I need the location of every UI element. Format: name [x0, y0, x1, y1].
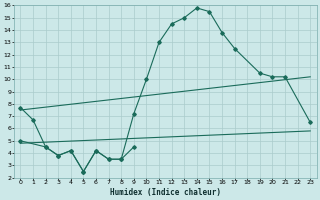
X-axis label: Humidex (Indice chaleur): Humidex (Indice chaleur): [110, 188, 221, 197]
